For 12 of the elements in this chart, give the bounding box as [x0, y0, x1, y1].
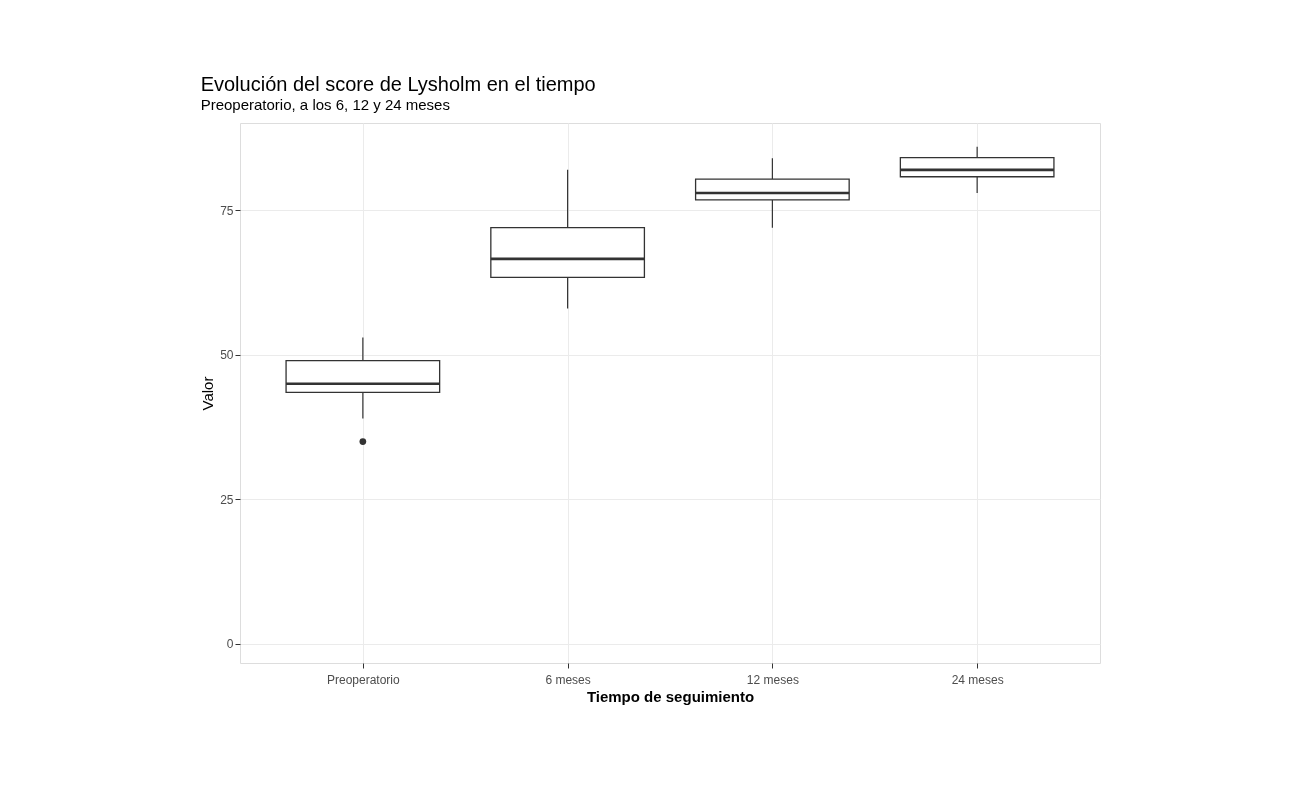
x-tick-label: 24 meses — [951, 672, 1004, 687]
x-axis-title: Tiempo de seguimiento — [586, 687, 755, 705]
y-tick-label: 50 — [220, 348, 234, 363]
x-tick-label: Preoperatorio — [327, 672, 401, 687]
y-tick-label: 0 — [226, 637, 234, 652]
y-tick-label: 25 — [220, 492, 234, 507]
y-axis-title: Valor — [199, 376, 217, 411]
chart-subtitle: Preoperatorio, a los 6, 12 y 24 meses — [200, 96, 450, 113]
y-tick-label: 75 — [220, 203, 234, 218]
x-tick-label: 12 meses — [746, 672, 799, 687]
x-tick-label: 6 meses — [545, 672, 591, 687]
chart-title: Evolución del score de Lysholm en el tiempo — [200, 73, 596, 95]
